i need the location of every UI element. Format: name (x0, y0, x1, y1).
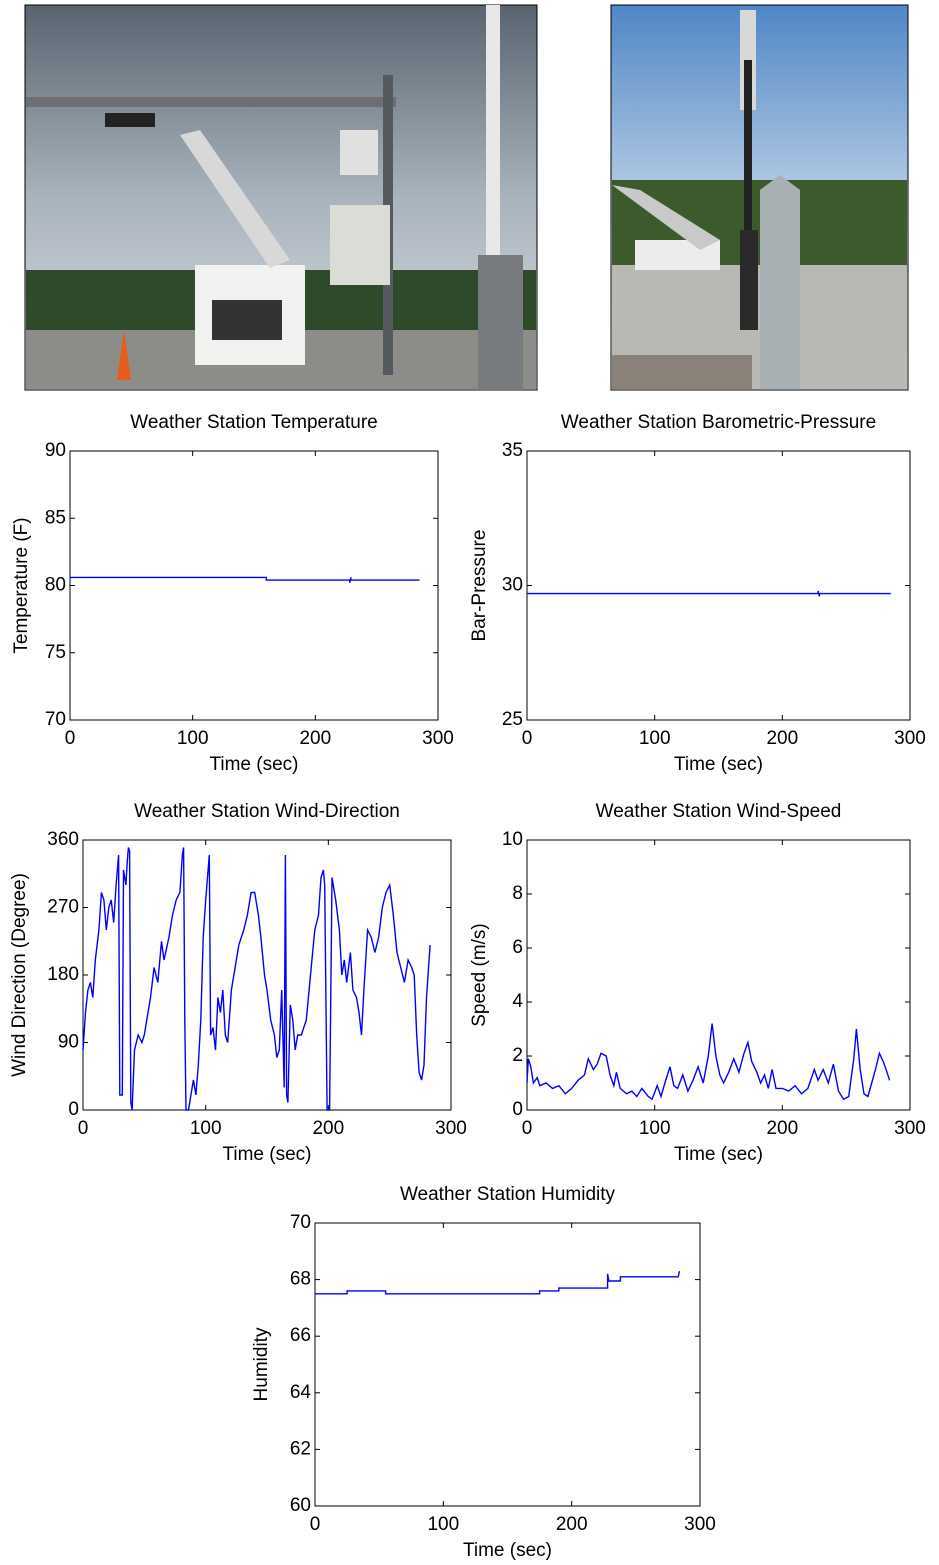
y-tick-label: 360 (47, 829, 79, 850)
chart: Weather Station Wind-Speed Time (sec) Spee… (469, 801, 926, 1165)
y-axis-label: Bar-Pressure (469, 530, 490, 642)
y-tick-label: 64 (290, 1382, 312, 1403)
chart: Weather Station Temperature Time (sec) Tem… (11, 412, 454, 775)
y-tick-label: 0 (512, 1099, 523, 1120)
y-tick-label: 0 (68, 1099, 79, 1120)
x-axis-label: Time (sec) (674, 754, 763, 775)
y-axis-label: Speed (m/s) (469, 923, 490, 1026)
x-tick-label: 200 (299, 728, 331, 749)
x-axis-label: Time (sec) (209, 754, 298, 775)
x-tick-label: 300 (422, 728, 454, 749)
x-axis-label: Time (sec) (463, 1540, 552, 1560)
y-tick-label: 62 (290, 1438, 311, 1459)
y-tick-label: 80 (45, 575, 66, 596)
x-tick-label: 300 (894, 1118, 926, 1139)
y-tick-label: 10 (502, 829, 523, 850)
chart-title: Weather Station Wind-Speed (596, 801, 842, 822)
chart-title: Weather Station Humidity (400, 1184, 616, 1205)
data-line (315, 1270, 681, 1295)
chart-title: Weather Station Wind-Direction (134, 801, 400, 822)
y-tick-label: 6 (512, 937, 523, 958)
y-tick-label: 270 (47, 897, 79, 918)
y-tick-label: 2 (512, 1045, 523, 1066)
y-tick-label: 70 (45, 709, 66, 730)
x-tick-label: 200 (766, 728, 798, 749)
x-tick-label: 100 (177, 728, 209, 749)
x-tick-label: 100 (427, 1514, 459, 1535)
x-tick-label: 100 (639, 1118, 671, 1139)
x-tick-label: 100 (190, 1118, 222, 1139)
y-tick-label: 70 (290, 1212, 311, 1233)
x-tick-label: 100 (639, 728, 671, 749)
chart-title: Weather Station Temperature (130, 412, 378, 433)
y-tick-label: 66 (290, 1325, 311, 1346)
x-tick-label: 0 (522, 728, 533, 749)
y-tick-label: 75 (45, 642, 66, 663)
y-tick-label: 35 (502, 440, 523, 461)
y-tick-label: 60 (290, 1495, 311, 1516)
y-axis-label: Temperature (F) (11, 517, 32, 653)
x-tick-label: 300 (894, 728, 926, 749)
y-tick-label: 68 (290, 1269, 311, 1290)
x-tick-label: 300 (435, 1118, 467, 1139)
data-line (82, 847, 431, 1111)
chart: Weather Station Wind-Direction Time (sec)… (9, 801, 467, 1165)
chart-title: Weather Station Barometric-Pressure (561, 412, 876, 433)
y-tick-label: 30 (502, 575, 523, 596)
y-axis-label: Wind Direction (Degree) (9, 873, 30, 1077)
chart: Weather Station Humidity Time (sec) Humidi… (251, 1184, 716, 1561)
y-tick-label: 85 (45, 507, 66, 528)
plot-area (526, 450, 911, 721)
data-line (527, 590, 891, 597)
x-axis-label: Time (sec) (222, 1144, 311, 1165)
y-tick-label: 180 (47, 964, 79, 985)
x-tick-label: 200 (312, 1118, 344, 1139)
y-axis-label: Humidity (251, 1327, 272, 1401)
photo-bucket-truck (24, 4, 538, 391)
y-tick-label: 8 (512, 883, 523, 904)
x-tick-label: 0 (78, 1118, 89, 1139)
data-line (526, 1023, 891, 1101)
plot-area (314, 1222, 701, 1507)
y-tick-label: 90 (58, 1032, 79, 1053)
x-tick-label: 0 (310, 1514, 321, 1535)
x-tick-label: 200 (556, 1514, 588, 1535)
y-tick-label: 4 (512, 991, 523, 1012)
x-axis-label: Time (sec) (674, 1144, 763, 1165)
data-line (70, 576, 420, 583)
plot-area (69, 450, 439, 721)
plot-area (82, 839, 452, 1111)
y-tick-label: 25 (502, 709, 523, 730)
y-tick-label: 90 (45, 440, 66, 461)
x-tick-label: 300 (684, 1514, 716, 1535)
x-tick-label: 0 (522, 1118, 533, 1139)
photo-weather-station (610, 4, 909, 391)
chart: Weather Station Barometric-Pressure Time … (469, 412, 926, 775)
x-tick-label: 200 (766, 1118, 798, 1139)
x-tick-label: 0 (65, 728, 76, 749)
